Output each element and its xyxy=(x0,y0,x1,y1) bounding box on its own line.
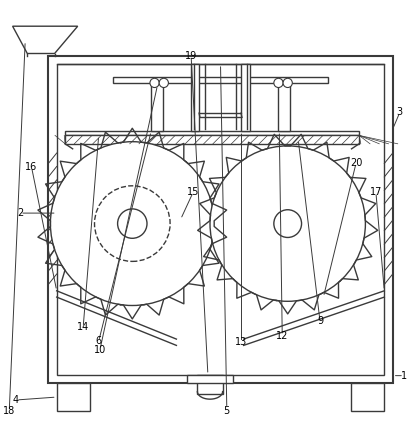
Text: 14: 14 xyxy=(77,323,89,332)
Text: 1: 1 xyxy=(401,371,407,381)
Text: 12: 12 xyxy=(276,331,289,341)
Text: 19: 19 xyxy=(185,51,197,61)
Bar xyxy=(241,64,250,131)
Text: 17: 17 xyxy=(370,187,382,197)
Bar xyxy=(65,131,359,136)
Bar xyxy=(187,375,233,383)
Text: 4: 4 xyxy=(13,395,19,405)
Circle shape xyxy=(150,78,159,88)
Text: 13: 13 xyxy=(235,338,248,347)
Circle shape xyxy=(50,142,214,306)
Bar xyxy=(113,77,328,83)
Text: 5: 5 xyxy=(224,406,230,416)
Bar xyxy=(57,383,90,411)
Text: 18: 18 xyxy=(3,406,16,416)
Bar xyxy=(191,64,199,131)
Circle shape xyxy=(274,78,283,88)
Bar xyxy=(65,136,359,144)
Text: 20: 20 xyxy=(350,158,362,168)
Polygon shape xyxy=(13,26,78,54)
Text: 15: 15 xyxy=(187,187,200,197)
Circle shape xyxy=(118,209,147,238)
Bar xyxy=(351,383,384,411)
Bar xyxy=(151,81,163,131)
Text: 3: 3 xyxy=(397,107,403,117)
Circle shape xyxy=(210,146,365,301)
Circle shape xyxy=(159,78,168,88)
Bar xyxy=(278,81,290,131)
Bar xyxy=(57,64,384,375)
Circle shape xyxy=(274,210,302,237)
Text: 16: 16 xyxy=(25,162,38,172)
Bar xyxy=(48,56,393,383)
Text: 2: 2 xyxy=(17,208,23,218)
Text: 10: 10 xyxy=(94,345,106,354)
Text: 6: 6 xyxy=(96,336,102,346)
Bar xyxy=(197,375,223,394)
Text: 9: 9 xyxy=(317,316,323,326)
Circle shape xyxy=(283,78,292,88)
